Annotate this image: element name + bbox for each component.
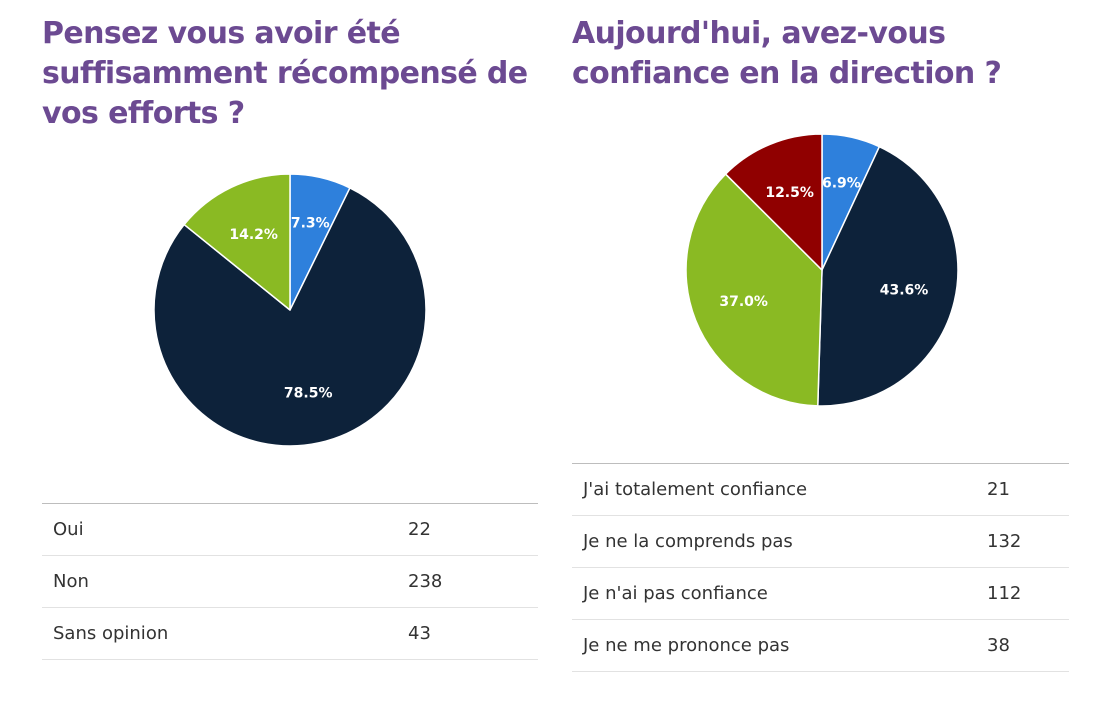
table-row: Je ne me prononce pas 38: [572, 620, 1069, 672]
pie-slice-2: [817, 145, 959, 407]
pie-slice-3: [183, 173, 291, 311]
table-row: Je ne la comprends pas 132: [572, 516, 1069, 568]
chart-title-rewards: Pensez vous avoir été suffisamment récom…: [42, 16, 528, 131]
pie-slice-4: [724, 133, 823, 271]
pie-slice-label: 14.2%: [229, 227, 278, 243]
row-label: Je n'ai pas confiance: [583, 583, 768, 604]
pie-chart-confidence: 6.9% 43.6% 37.0% 12.5%: [684, 132, 960, 408]
chart-title-confidence: Aujourd'hui, avez-vous confiance en la d…: [572, 16, 1002, 91]
pie-svg-rewards: 7.3% 78.5% 14.2%: [153, 173, 427, 447]
row-count: 43: [408, 623, 431, 644]
table-row: Oui 22: [42, 503, 538, 556]
legend-table-confidence: J'ai totalement confiance 21 Je ne la co…: [572, 463, 1069, 672]
legend-table-rewards: Oui 22 Non 238 Sans opinion 43: [42, 503, 538, 660]
row-label: Je ne me prononce pas: [583, 635, 790, 656]
pie-slice-3: [685, 173, 823, 407]
pie-chart-rewards: 7.3% 78.5% 14.2%: [152, 172, 428, 448]
table-row: Je n'ai pas confiance 112: [572, 568, 1069, 620]
table-row: Non 238: [42, 556, 538, 608]
row-label: Oui: [53, 519, 84, 540]
row-count: 38: [987, 635, 1010, 656]
row-label: J'ai totalement confiance: [583, 479, 808, 500]
row-count: 238: [408, 571, 443, 592]
pie-slice-label: 12.5%: [765, 185, 814, 201]
row-label: Sans opinion: [53, 623, 169, 644]
pie-slice-label: 7.3%: [291, 216, 330, 232]
pie-slice-label: 37.0%: [719, 294, 768, 310]
row-count: 22: [408, 519, 431, 540]
row-label: Je ne la comprends pas: [583, 531, 793, 552]
table-row: J'ai totalement confiance 21: [572, 463, 1069, 516]
row-count: 112: [987, 583, 1022, 604]
row-count: 21: [987, 479, 1010, 500]
pie-slice-2: [153, 187, 427, 447]
pie-svg-confidence: 6.9% 43.6% 37.0% 12.5%: [685, 133, 959, 407]
row-count: 132: [987, 531, 1022, 552]
pie-slice-label: 43.6%: [880, 282, 929, 298]
pie-slice-label: 6.9%: [822, 175, 861, 191]
pie-slice-label: 78.5%: [284, 385, 333, 401]
row-label: Non: [53, 571, 89, 592]
table-row: Sans opinion 43: [42, 608, 538, 660]
